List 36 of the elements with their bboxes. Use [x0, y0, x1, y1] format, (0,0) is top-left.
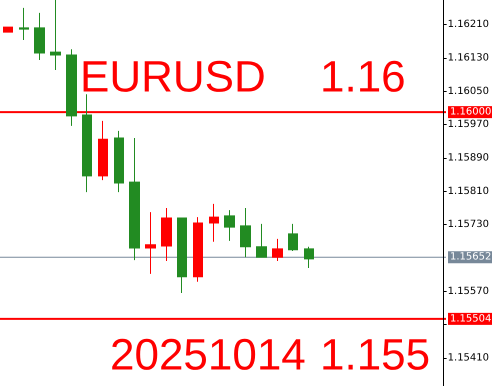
candlestick	[177, 218, 187, 294]
y-tick-label: 1.15730	[448, 219, 490, 230]
annotation: EURUSD	[80, 52, 266, 102]
y-tick-label: 1.15570	[448, 286, 490, 297]
ref-line-label: 1.15652	[450, 252, 492, 263]
candlestick	[240, 208, 251, 258]
candlestick	[82, 94, 92, 193]
candlestick	[50, 0, 61, 71]
annotation: 1.155	[320, 330, 430, 380]
candlestick	[114, 130, 124, 193]
y-tick-label: 1.16130	[448, 52, 490, 64]
candlestick	[288, 223, 298, 252]
candlestick	[224, 210, 235, 242]
candlestick	[129, 137, 140, 261]
candlestick	[256, 223, 267, 258]
candlestick	[98, 120, 108, 181]
y-tick-label: 1.16210	[448, 19, 490, 30]
candlestick	[161, 208, 172, 262]
candlestick	[145, 212, 156, 274]
annotation: 20251014	[110, 330, 306, 380]
candlestick	[209, 203, 219, 242]
ref-line-label: 1.15504	[450, 313, 492, 324]
y-tick-label: 1.15970	[448, 119, 490, 130]
candlestick	[66, 48, 77, 126]
ref-line-label: 1.16000	[450, 106, 492, 118]
candlestick	[272, 238, 283, 262]
y-tick-label: 1.15810	[448, 186, 490, 197]
annotation: 1.16	[320, 52, 406, 102]
candlestick	[304, 246, 314, 269]
candlestick	[19, 7, 29, 41]
candlestick	[193, 216, 203, 282]
y-tick-label: 1.15410	[448, 352, 490, 364]
y-tick-label: 1.16050	[448, 86, 490, 97]
candlestick	[3, 26, 13, 33]
candlestick	[34, 12, 45, 61]
y-tick-label: 1.15890	[448, 152, 490, 164]
